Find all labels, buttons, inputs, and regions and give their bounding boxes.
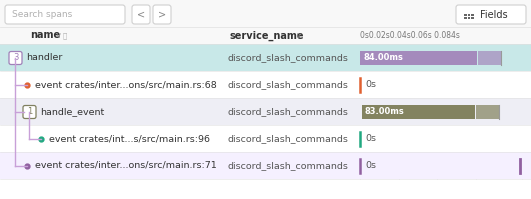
Text: ∨: ∨: [295, 31, 301, 40]
FancyBboxPatch shape: [153, 5, 171, 24]
Text: 84.00ms: 84.00ms: [363, 53, 403, 62]
Bar: [467, 14, 470, 16]
Text: name: name: [30, 30, 60, 41]
Text: Search spans: Search spans: [12, 10, 72, 19]
Text: handle_event: handle_event: [40, 107, 104, 116]
Text: 🔒: 🔒: [63, 32, 67, 39]
Bar: [0, 152, 531, 179]
Bar: [0, 44, 531, 71]
Text: event crates/int...s/src/main.rs:96: event crates/int...s/src/main.rs:96: [49, 134, 210, 143]
Text: 0s0.02s0.04s0.06s 0.084s: 0s0.02s0.04s0.06s 0.084s: [360, 31, 460, 40]
Bar: [471, 14, 474, 16]
Text: discord_slash_commands: discord_slash_commands: [228, 53, 349, 62]
Text: 83.00ms: 83.00ms: [365, 107, 405, 116]
Bar: [0, 71, 531, 98]
Text: ∨: ∨: [55, 31, 61, 40]
Text: 0s: 0s: [365, 134, 376, 143]
Text: discord_slash_commands: discord_slash_commands: [228, 161, 349, 170]
Bar: [467, 17, 470, 19]
FancyBboxPatch shape: [132, 5, 150, 24]
Text: 0s: 0s: [365, 80, 376, 89]
Bar: [0, 98, 531, 125]
Text: Fields: Fields: [480, 10, 508, 20]
Text: handler: handler: [26, 53, 62, 62]
Text: <: <: [137, 10, 145, 20]
Text: discord_slash_commands: discord_slash_commands: [228, 80, 349, 89]
Bar: [464, 17, 467, 19]
Bar: [471, 17, 474, 19]
Text: >: >: [158, 10, 166, 20]
Text: 3: 3: [13, 53, 18, 62]
Bar: [476, 104, 499, 118]
Bar: [360, 51, 477, 64]
Bar: [0, 27, 531, 44]
Text: event crates/inter...ons/src/main.rs:71: event crates/inter...ons/src/main.rs:71: [35, 161, 217, 170]
Text: discord_slash_commands: discord_slash_commands: [228, 134, 349, 143]
Bar: [0, 0, 531, 27]
FancyBboxPatch shape: [5, 5, 125, 24]
Text: discord_slash_commands: discord_slash_commands: [228, 107, 349, 116]
Bar: [362, 104, 475, 118]
FancyBboxPatch shape: [9, 52, 22, 64]
Bar: [478, 51, 501, 64]
Text: 1: 1: [27, 107, 32, 116]
Text: service_name: service_name: [230, 30, 304, 41]
Text: event crates/inter...ons/src/main.rs:68: event crates/inter...ons/src/main.rs:68: [35, 80, 217, 89]
Text: 0s: 0s: [365, 161, 376, 170]
FancyBboxPatch shape: [456, 5, 526, 24]
Bar: [464, 14, 467, 16]
FancyBboxPatch shape: [23, 105, 36, 118]
Bar: [0, 125, 531, 152]
